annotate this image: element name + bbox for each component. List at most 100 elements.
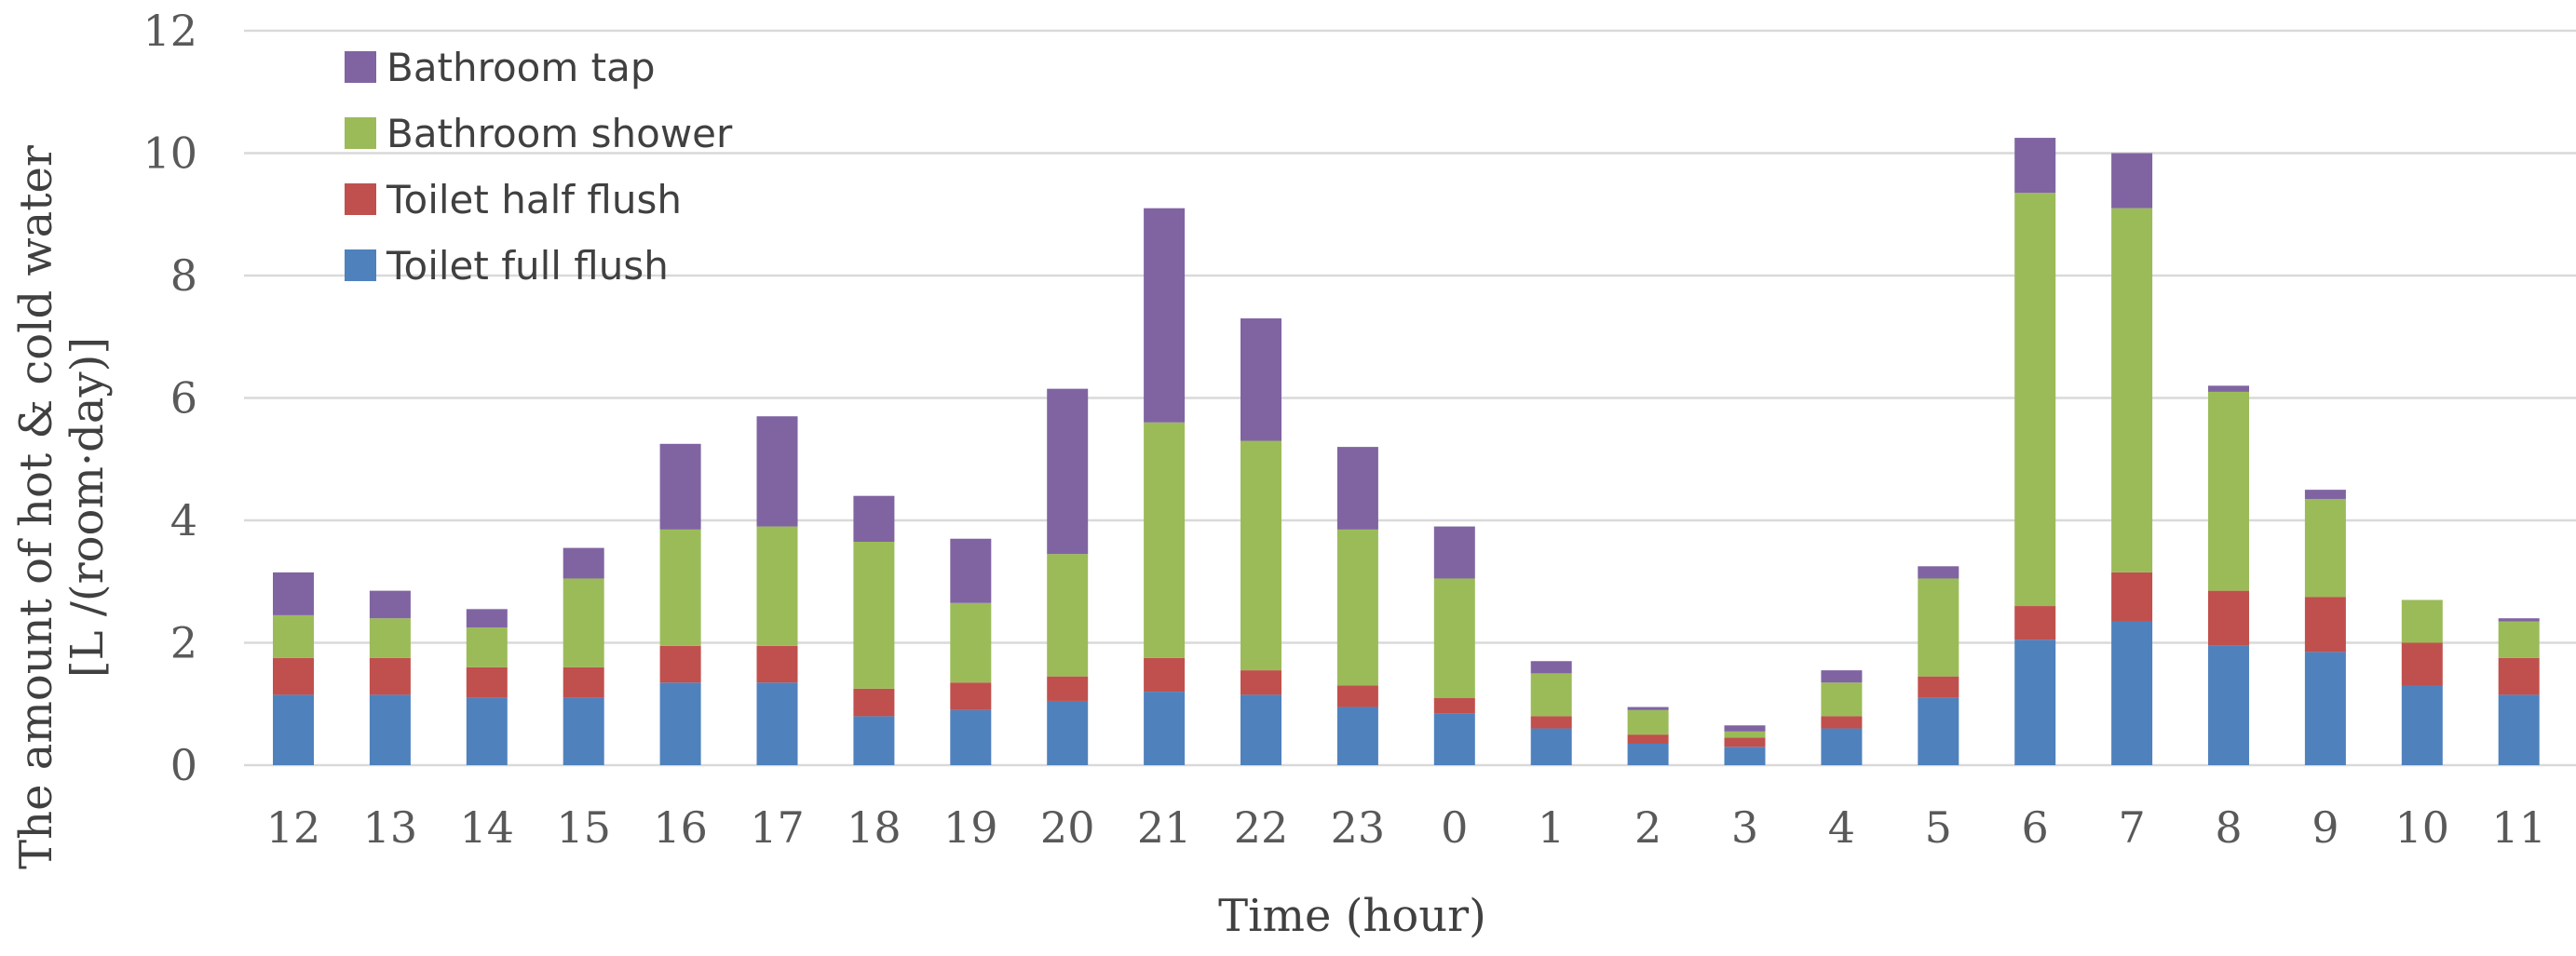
bar-segment-toilet-full-flush [2401,685,2443,765]
bar-segment-toilet-half-flush [1724,737,1766,747]
x-tick-label: 0 [1441,802,1468,853]
y-tick-label: 10 [142,128,197,179]
bar-segment-toilet-half-flush [369,657,411,695]
bar-segment-toilet-half-flush [756,645,798,683]
bar-segment-toilet-full-flush [1821,728,1863,765]
bar-segment-bathroom-tap [1627,707,1669,710]
bar-segment-bathroom-tap [950,538,992,603]
bar-segment-toilet-half-flush [659,645,701,683]
bar-segment-bathroom-tap [853,495,895,543]
bar-segment-bathroom-shower [1047,554,1089,677]
x-tick-label: 3 [1731,802,1758,853]
bar-segment-toilet-half-flush [2014,606,2056,640]
bar-segment-bathroom-shower [273,614,314,658]
bar-segment-bathroom-tap [466,609,508,628]
gridlines [244,29,2576,767]
legend-label: Toilet full flush [386,243,669,289]
bar-segment-toilet-full-flush [2498,694,2540,765]
x-tick-label: 4 [1828,802,1855,853]
x-tick-label: 7 [2118,802,2145,853]
bar-segment-bathroom-shower [659,529,701,646]
bar-segment-toilet-half-flush [1241,670,1281,695]
bar-segment-toilet-half-flush [1821,716,1863,729]
bar-segment-toilet-half-flush [2304,597,2346,653]
x-tick-label: 8 [2215,802,2242,853]
y-axis-title-line-1: The amount of hot & cold water [10,145,62,869]
bar-segment-bathroom-tap [659,443,701,530]
x-tick-label: 9 [2312,802,2339,853]
bar-segment-toilet-full-flush [853,716,895,765]
bar-segment-bathroom-shower [950,602,992,683]
bar-segment-bathroom-tap [1918,566,1959,579]
y-tick-label: 4 [170,495,197,545]
bar-segment-bathroom-tap [1144,208,1186,423]
bar-segment-toilet-full-flush [563,697,604,765]
bar-segment-toilet-half-flush [273,657,314,695]
bar-segment-bathroom-shower [1918,578,1959,677]
x-tick-label: 6 [2022,802,2049,853]
bar-segment-bathroom-shower [1627,709,1669,735]
bar-segment-bathroom-tap [2208,385,2249,392]
bar-segment-toilet-half-flush [2208,590,2249,646]
y-tick-label: 2 [170,618,197,668]
bar-segment-toilet-half-flush [2498,657,2540,695]
bar-segment-toilet-full-flush [1144,692,1186,765]
bar-segment-toilet-full-flush [2111,621,2153,765]
x-tick-label: 20 [1040,802,1095,853]
bar-segment-bathroom-shower [853,542,895,689]
bar-segment-bathroom-shower [2304,498,2346,598]
bar-segment-bathroom-tap [1241,318,1281,441]
bar-segment-toilet-half-flush [1047,676,1089,701]
y-tick-label: 8 [170,250,197,301]
bar-segment-toilet-full-flush [950,709,992,765]
x-axis-title: Time (hour) [1218,890,1486,942]
bar-segment-toilet-full-flush [2304,652,2346,765]
x-tick-label: 16 [653,802,708,853]
bar-segment-toilet-full-flush [1047,700,1089,765]
bar-segment-bathroom-shower [1433,578,1475,698]
bar-segment-bathroom-shower [1530,673,1572,717]
x-tick-label: 21 [1137,802,1192,853]
bar-segment-bathroom-tap [2304,490,2346,499]
bar-segment-bathroom-shower [563,578,604,667]
legend: Bathroom tap Bathroom shower Toilet half f… [345,45,733,289]
legend-swatch [345,117,376,149]
bar-segment-bathroom-shower [2498,621,2540,658]
bar-segment-toilet-half-flush [466,667,508,698]
bar-segment-toilet-full-flush [2014,640,2056,765]
bar-segment-toilet-half-flush [1530,716,1572,729]
bar-segment-toilet-half-flush [1918,676,1959,698]
bar-segment-toilet-full-flush [2208,645,2249,765]
bar-segment-bathroom-tap [273,572,314,615]
bar-segment-toilet-full-flush [659,682,701,765]
legend-label: Bathroom tap [386,45,656,90]
bar-segment-toilet-full-flush [756,682,798,765]
bar-segment-bathroom-tap [563,547,604,579]
bar-segment-toilet-full-flush [1336,707,1378,765]
x-tick-label: 2 [1634,802,1661,853]
bar-segment-bathroom-shower [369,618,411,658]
bar-segment-bathroom-shower [2014,193,2056,607]
bar-segment-bathroom-tap [2014,138,2056,194]
x-tick-label: 11 [2491,802,2546,853]
bar-segment-bathroom-tap [2111,153,2153,209]
bar-segment-bathroom-shower [1241,440,1281,671]
y-axis-title-line-2: [L /(room·day)] [61,337,114,678]
bar-segment-bathroom-shower [2111,208,2153,572]
bar-segment-bathroom-tap [1821,670,1863,683]
bar-segment-toilet-half-flush [1144,657,1186,693]
bar-segment-toilet-half-flush [950,682,992,710]
bar-segment-toilet-full-flush [1530,728,1572,765]
bar-segment-bathroom-shower [756,526,798,646]
bar-segment-bathroom-shower [2401,599,2443,643]
bar-segment-bathroom-tap [369,590,411,619]
bar-segment-bathroom-tap [1433,526,1475,579]
x-tick-label: 23 [1331,802,1386,853]
y-tick-label: 12 [142,6,197,56]
bar-segment-toilet-full-flush [466,697,508,765]
bar-segment-toilet-half-flush [563,667,604,698]
x-tick-label: 1 [1538,802,1565,853]
bars [273,138,2540,765]
x-tick-label: 15 [556,802,611,853]
